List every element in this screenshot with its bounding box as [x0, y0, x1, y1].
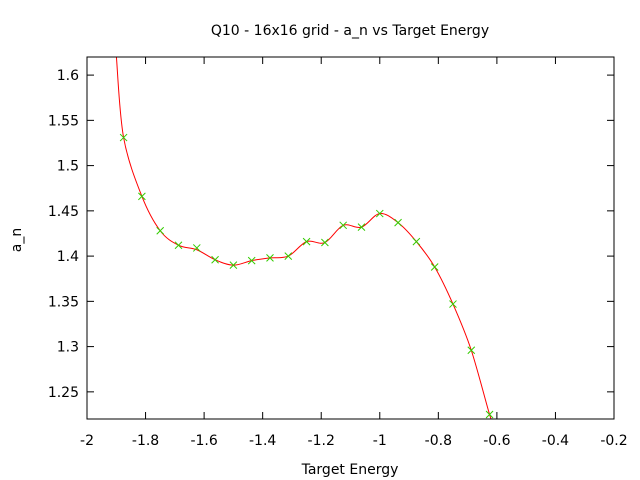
x-tick-label: -1.8 [132, 433, 159, 449]
y-tick-label: 1.45 [48, 204, 79, 220]
y-tick-label: 1.6 [57, 68, 79, 84]
x-tick-label: -0.6 [483, 433, 510, 449]
data-point-marker [284, 252, 293, 260]
data-point-marker [394, 218, 402, 227]
y-tick-label: 1.25 [48, 385, 79, 401]
data-point-marker [138, 192, 146, 201]
x-tick-label: -2 [80, 433, 94, 449]
x-axis-label: Target Energy [301, 462, 399, 478]
x-tick-label: -1 [373, 433, 387, 449]
data-point-marker [485, 410, 494, 419]
data-point-marker [321, 238, 329, 247]
data-point-marker [339, 221, 348, 230]
y-axis-label: a_n [9, 228, 25, 252]
y-tick-label: 1.5 [57, 159, 79, 175]
data-point-marker [375, 209, 384, 218]
x-tick-label: -0.2 [600, 433, 627, 449]
data-point-marker [302, 237, 311, 246]
y-tick-label: 1.35 [48, 294, 79, 310]
data-point-marker [229, 261, 238, 270]
data-point-marker [467, 346, 476, 355]
axis-ticks: -2 -1.8 -1.6 -1.4 -1.2 -1 -0.8 -0.6 -0.4 -0.2 1.25… [48, 57, 628, 449]
chart-title: Q10 - 16x16 grid - a_n vs Target Energy [211, 23, 489, 39]
data-point-marker [430, 263, 439, 271]
x-tick-label: -1.6 [190, 433, 217, 449]
x-tick-label: -0.4 [542, 433, 569, 449]
data-point-marker [449, 300, 457, 308]
plot-area [115, 57, 494, 419]
x-tick-label: -1.2 [308, 433, 335, 449]
plot-marks [115, 57, 494, 419]
y-tick-label: 1.3 [57, 340, 79, 356]
data-point-marker [192, 244, 201, 252]
data-point-marker [247, 256, 256, 265]
data-point-marker [357, 223, 366, 231]
x-tick-label: -0.8 [425, 433, 452, 449]
data-point-marker [119, 133, 128, 142]
data-point-marker [174, 241, 183, 250]
data-point-marker [266, 254, 274, 262]
y-tick-label: 1.4 [57, 249, 79, 265]
data-point-marker [211, 255, 219, 264]
data-point-marker [156, 226, 165, 235]
data-point-marker [412, 237, 421, 246]
x-tick-label: -1.4 [249, 433, 276, 449]
plot-frame [86, 56, 615, 420]
y-tick-label: 1.55 [48, 113, 79, 129]
